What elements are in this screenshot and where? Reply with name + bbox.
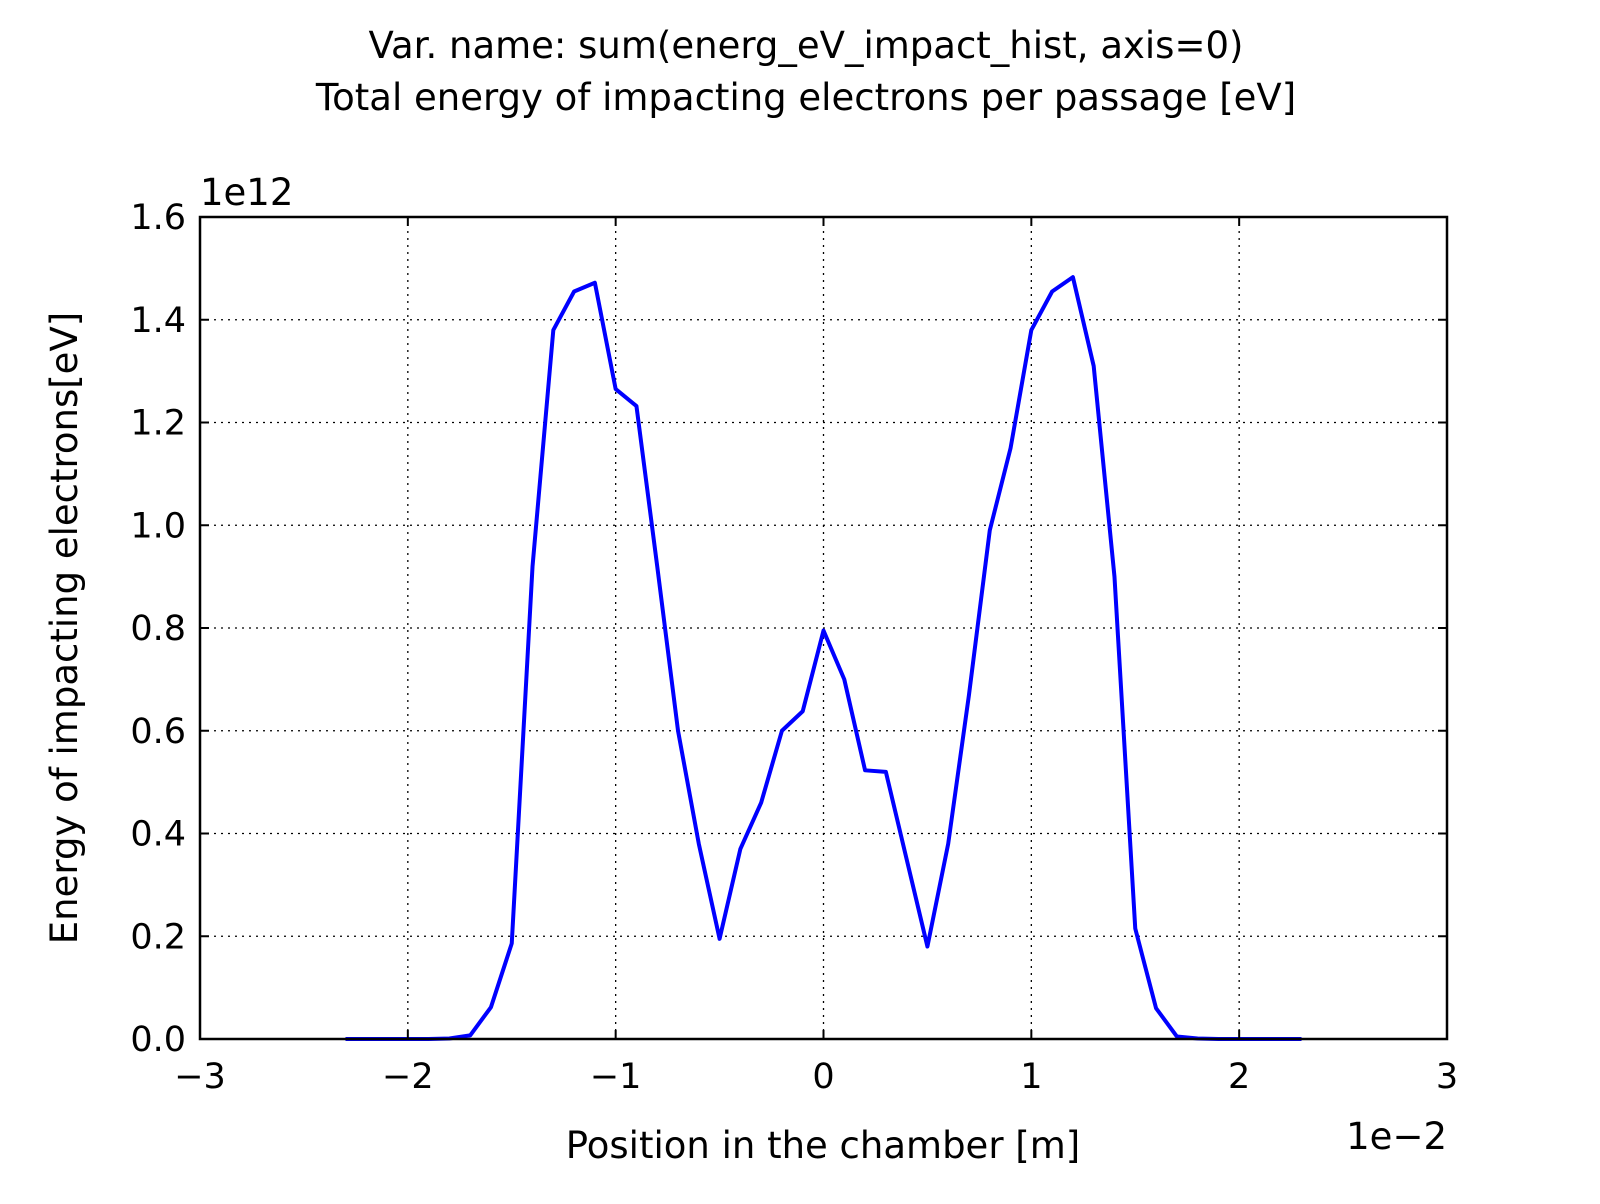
x-axis-label: Position in the chamber [m] [566, 1124, 1080, 1167]
chart-title-line-1: Var. name: sum(energ_eV_impact_hist, axi… [369, 24, 1244, 67]
y-tick-label: 0.8 [130, 609, 186, 649]
y-tick-label: 1.6 [130, 198, 186, 238]
axis-ticks: −3 −2 −1 0 1 2 3 0.0 0.2 0.4 0.6 0.8 1.0 1.2 1.4 1.6 [130, 198, 1458, 1097]
y-offset-label: 1e12 [200, 171, 293, 214]
y-tick-label: 0.4 [130, 815, 186, 855]
x-tick-label: −3 [174, 1057, 226, 1097]
x-tick-label: 2 [1228, 1057, 1250, 1097]
y-tick-label: 1.2 [130, 404, 186, 444]
series-layer [345, 275, 1302, 1041]
x-tick-label: 1 [1020, 1057, 1042, 1097]
grid-lines [200, 217, 1447, 1039]
series-line-0 [345, 275, 1302, 1041]
y-tick-label: 1.0 [130, 506, 186, 546]
x-tick-label: 0 [812, 1057, 834, 1097]
x-tick-label: −2 [382, 1057, 434, 1097]
y-tick-label: 0.0 [130, 1020, 186, 1060]
x-tick-label: 3 [1436, 1057, 1458, 1097]
y-axis-label: Energy of impacting electrons[eV] [43, 312, 86, 944]
y-tick-label: 0.2 [130, 917, 186, 957]
y-tick-label: 0.6 [130, 712, 186, 752]
x-offset-label: 1e−2 [1346, 1115, 1447, 1158]
y-tick-label: 1.4 [130, 301, 186, 341]
chart-title-line-2: Total energy of impacting electrons per … [315, 76, 1296, 119]
x-tick-label: −1 [590, 1057, 642, 1097]
